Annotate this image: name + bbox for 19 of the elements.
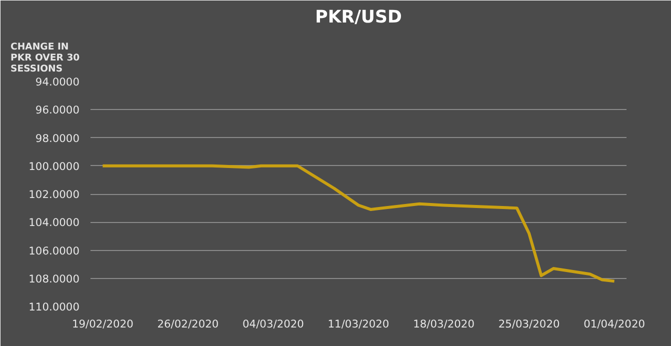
line-series bbox=[101, 164, 616, 283]
y-tick-label: 98.0000 bbox=[35, 132, 80, 145]
x-tick-label: 18/03/2020 bbox=[413, 318, 475, 330]
y-tick-label: 110.0000 bbox=[28, 300, 80, 314]
y-tick-label: 106.0000 bbox=[28, 244, 80, 258]
y-tick-label: 102.0000 bbox=[28, 188, 80, 201]
x-tick-label: 01/04/2020 bbox=[584, 318, 646, 330]
x-tick-label: 04/03/2020 bbox=[242, 318, 304, 330]
chart-title: PKR/USD bbox=[315, 8, 402, 28]
y-tick-label: 104.0000 bbox=[28, 216, 80, 230]
y-axis-title: CHANGE IN PKR OVER 30 SESSIONS bbox=[10, 42, 80, 74]
x-tick-label: 11/03/2020 bbox=[328, 318, 390, 330]
y-tick-label: 100.0000 bbox=[28, 160, 80, 173]
y-tick-label: 96.0000 bbox=[35, 104, 80, 117]
x-tick-label: 19/02/2020 bbox=[72, 318, 134, 330]
x-tick-label: 26/02/2020 bbox=[157, 318, 219, 330]
y-tick-label: 94.0000 bbox=[35, 76, 80, 88]
y-tick-label: 108.0000 bbox=[28, 272, 80, 286]
x-tick-label: 25/03/2020 bbox=[498, 318, 560, 330]
